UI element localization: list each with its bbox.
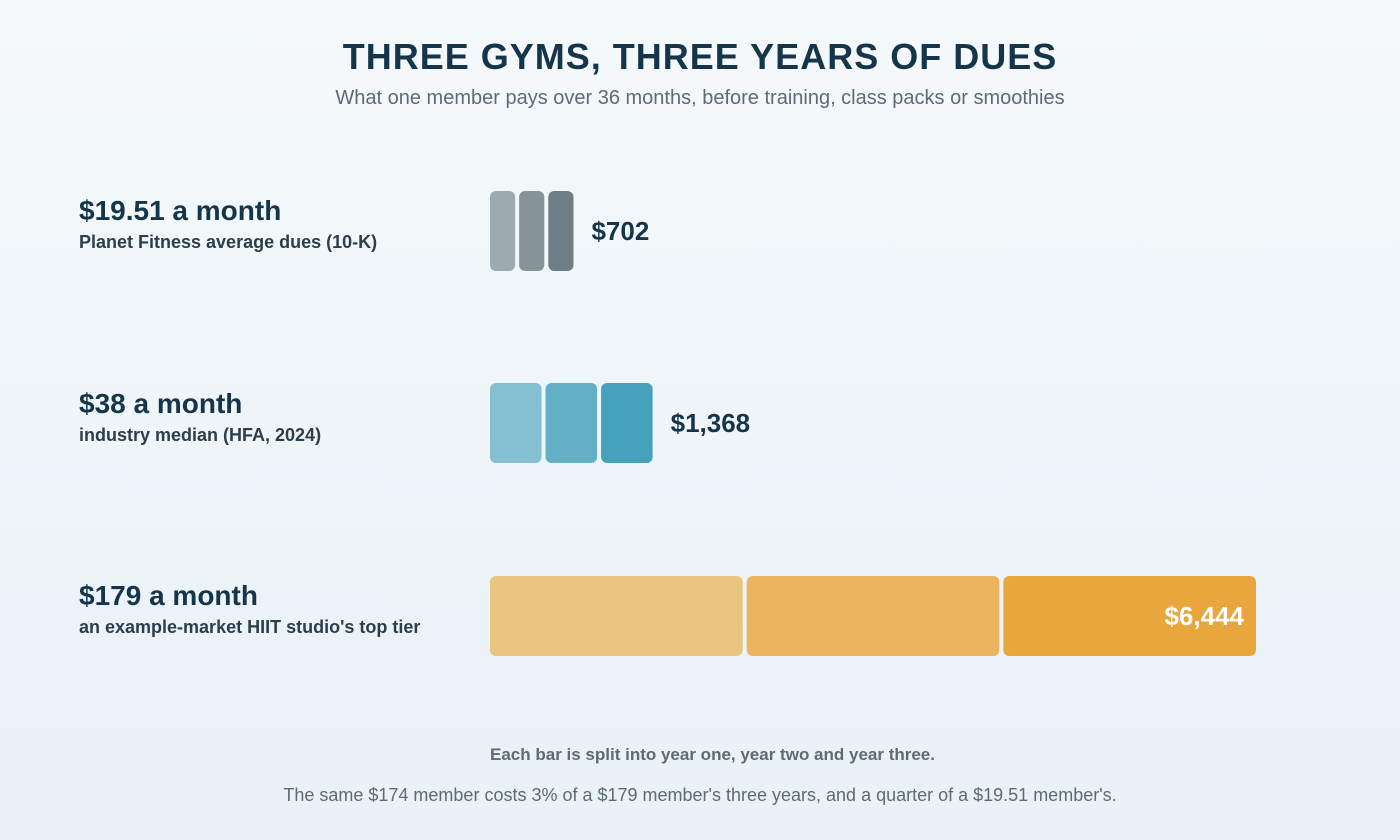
row-label-planet-fitness: $19.51 a month Planet Fitness average du…: [79, 194, 377, 254]
total-label-planet-fitness: $702: [591, 216, 649, 246]
row-price-label: $19.51 a month: [79, 195, 282, 226]
bar-segment-hiit-studio-year-3: [1003, 576, 1256, 656]
chart-title: THREE GYMS, THREE YEARS OF DUES: [342, 36, 1058, 77]
bar-segment-planet-fitness-year-2: [519, 191, 545, 271]
row-source-label: Planet Fitness average dues (10-K): [79, 232, 378, 252]
row-price-label: $38 a month: [79, 388, 243, 419]
row-source-label: industry median (HFA, 2024): [79, 425, 322, 445]
row-label-hiit-studio: $179 a month an example-market HIIT stud…: [79, 579, 420, 639]
chart-footnote: The same $174 member costs 3% of a $179 …: [283, 785, 1117, 805]
bar-segment-industry-median-year-1: [490, 383, 542, 463]
total-label-industry-median: $1,368: [671, 408, 751, 438]
bar-segment-hiit-studio-year-1: [490, 576, 743, 656]
row-label-industry-median: $38 a month industry median (HFA, 2024): [79, 387, 321, 447]
bar-segment-industry-median-year-2: [545, 383, 598, 463]
row-source-label: an example-market HIIT studio's top tier: [79, 617, 421, 637]
chart-note: Each bar is split into year one, year tw…: [490, 745, 935, 764]
total-label-hiit-studio: $6,444: [1164, 601, 1244, 631]
chart-subtitle: What one member pays over 36 months, bef…: [335, 87, 1065, 109]
bar-segment-planet-fitness-year-1: [490, 191, 516, 271]
row-price-label: $179 a month: [79, 580, 258, 611]
bar-segment-industry-median-year-3: [601, 383, 653, 463]
bar-segment-planet-fitness-year-3: [548, 191, 574, 271]
bar-segment-hiit-studio-year-2: [746, 576, 1000, 656]
